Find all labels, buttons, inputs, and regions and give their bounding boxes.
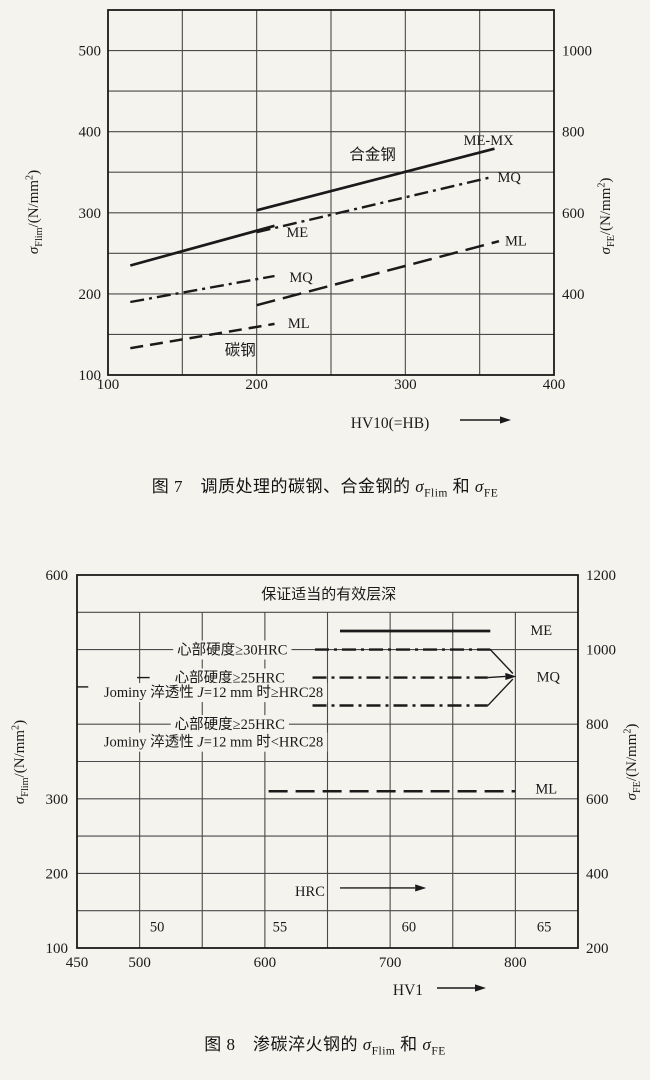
svg-text:心部硬度≥25HRC: 心部硬度≥25HRC <box>175 716 285 733</box>
svg-text:心部硬度≥30HRC: 心部硬度≥30HRC <box>177 642 287 659</box>
svg-text:心部硬度≥25HRC: 心部硬度≥25HRC <box>175 670 285 687</box>
svg-text:800: 800 <box>562 125 585 141</box>
svg-text:1000: 1000 <box>562 44 592 60</box>
svg-text:ML: ML <box>535 781 557 797</box>
svg-text:1000: 1000 <box>586 643 616 659</box>
svg-text:50: 50 <box>150 919 165 935</box>
svg-text:300: 300 <box>46 792 69 808</box>
svg-text:合金钢: 合金钢 <box>349 146 396 164</box>
svg-text:σFlim/(N/mm2): σFlim/(N/mm2) <box>24 170 45 254</box>
svg-text:ML: ML <box>288 316 310 332</box>
svg-text:ME-MX: ME-MX <box>464 133 514 149</box>
svg-text:MQ: MQ <box>537 669 561 685</box>
svg-text:MQ: MQ <box>498 170 522 186</box>
svg-text:HV10(=HB): HV10(=HB) <box>351 415 429 432</box>
svg-text:σFE/(N/mm2): σFE/(N/mm2) <box>622 724 643 801</box>
svg-text:保证适当的有效层深: 保证适当的有效层深 <box>261 586 396 603</box>
figure8-caption: 图 8 渗碳淬火钢的 σFlim 和 σFE <box>204 1035 446 1058</box>
svg-text:400: 400 <box>562 287 585 303</box>
svg-text:ME: ME <box>530 623 552 639</box>
svg-text:400: 400 <box>586 866 609 882</box>
svg-text:MQ: MQ <box>289 270 313 286</box>
svg-text:1200: 1200 <box>586 568 616 584</box>
svg-text:100: 100 <box>46 941 69 957</box>
svg-text:200: 200 <box>245 377 268 393</box>
svg-text:Jominy 淬透性 J=12 mm 时≥HRC28: Jominy 淬透性 J=12 mm 时≥HRC28 <box>104 684 323 701</box>
svg-text:ME: ME <box>286 225 308 241</box>
svg-text:800: 800 <box>586 717 609 733</box>
svg-text:碳钢: 碳钢 <box>225 341 256 359</box>
svg-text:400: 400 <box>543 377 566 393</box>
svg-text:600: 600 <box>254 955 277 971</box>
svg-text:100: 100 <box>79 368 102 384</box>
svg-text:300: 300 <box>394 377 417 393</box>
svg-text:HV1: HV1 <box>393 982 423 999</box>
svg-text:700: 700 <box>379 955 402 971</box>
svg-text:400: 400 <box>79 125 102 141</box>
svg-text:65: 65 <box>537 919 552 935</box>
svg-text:800: 800 <box>504 955 527 971</box>
svg-text:100: 100 <box>97 377 120 393</box>
figure7-caption: 图 7 调质处理的碳钢、合金钢的 σFlim 和 σFE <box>151 477 499 500</box>
svg-text:200: 200 <box>586 941 609 957</box>
svg-text:600: 600 <box>562 206 585 222</box>
svg-text:300: 300 <box>79 206 102 222</box>
svg-text:60: 60 <box>402 919 417 935</box>
svg-text:Jominy 淬透性 J=12 mm 时<HRC28: Jominy 淬透性 J=12 mm 时<HRC28 <box>104 734 323 751</box>
svg-text:ML: ML <box>505 233 527 249</box>
svg-text:σFE/(N/mm2): σFE/(N/mm2) <box>596 178 617 255</box>
svg-text:600: 600 <box>46 568 69 584</box>
svg-text:55: 55 <box>273 919 288 935</box>
svg-text:450: 450 <box>66 955 89 971</box>
svg-text:200: 200 <box>79 287 102 303</box>
svg-text:HRC: HRC <box>295 884 325 900</box>
svg-text:500: 500 <box>128 955 151 971</box>
svg-text:500: 500 <box>79 44 102 60</box>
svg-text:200: 200 <box>46 866 69 882</box>
svg-text:σFlim/(N/mm2): σFlim/(N/mm2) <box>10 720 31 804</box>
svg-text:600: 600 <box>586 792 609 808</box>
